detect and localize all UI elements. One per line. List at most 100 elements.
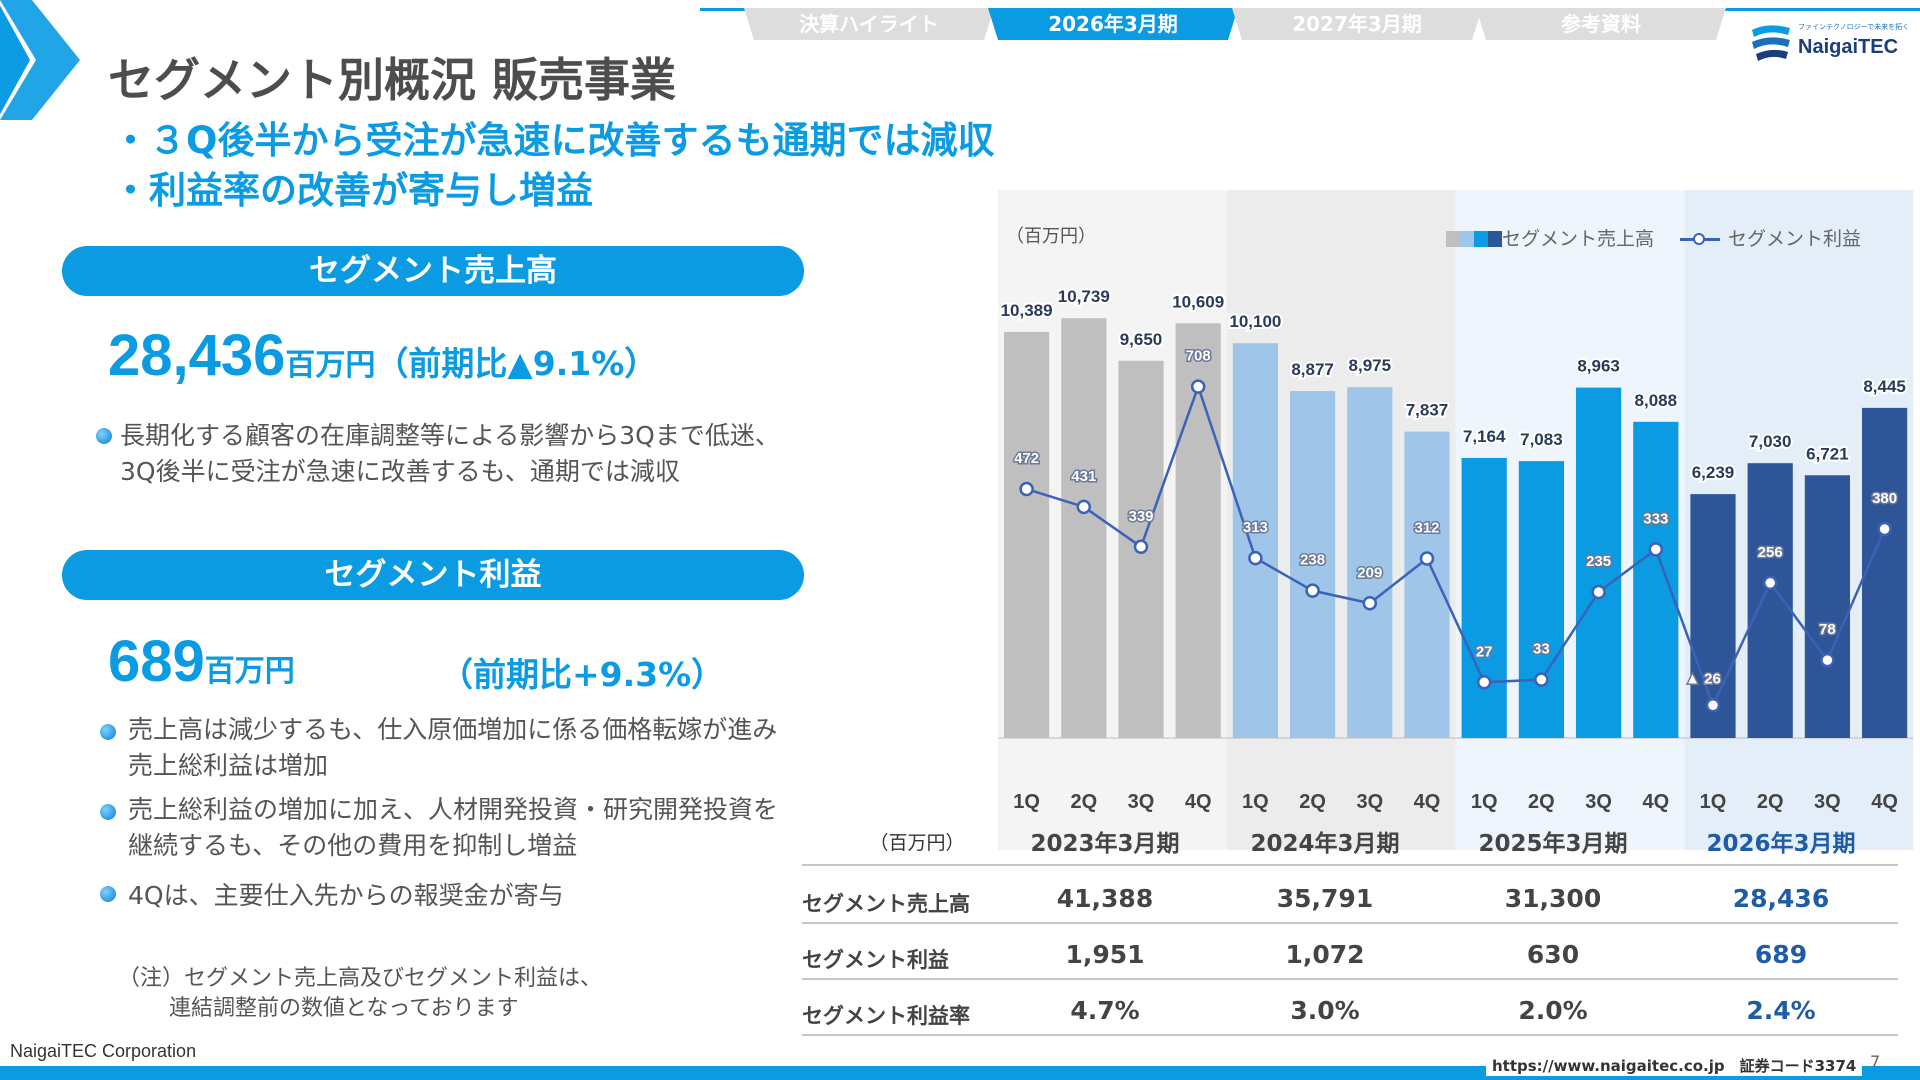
profit-point — [1877, 521, 1892, 537]
bullet-dot-icon — [96, 428, 112, 444]
sales-value: 28,436 — [108, 323, 286, 388]
sales-bar — [1576, 387, 1622, 738]
profit-data-label: 333 — [1643, 510, 1668, 527]
profit-point — [1248, 550, 1263, 566]
profit-point — [1133, 539, 1149, 555]
profit-data-label: 238 — [1300, 552, 1325, 569]
profit-point — [1591, 584, 1606, 600]
table-unit: （百万円） — [869, 832, 965, 854]
table-rule — [802, 1034, 1898, 1036]
footnote-line-1: （注）セグメント売上高及びセグメント利益は、 — [118, 966, 603, 991]
company-logo: ファインテクノロジーで未来を拓く NaigaiTEC — [1748, 18, 1909, 70]
table-cell: 1,072 — [1285, 940, 1365, 969]
table-row-label-sales: セグメント売上高 — [802, 892, 970, 916]
sales-data-label: 7,164 — [1463, 427, 1506, 446]
tab-reference[interactable]: 参考資料 — [1476, 8, 1726, 40]
quarter-tick-label: 1Q — [1471, 791, 1498, 813]
quarter-tick-label: 2Q — [1070, 791, 1097, 813]
sales-bar — [1347, 387, 1393, 738]
profit-line — [1026, 382, 1886, 709]
profit-data-label: 431 — [1071, 468, 1096, 485]
sales-bar — [1461, 457, 1507, 738]
table-cell: 2.0% — [1518, 996, 1588, 1025]
sales-data-label: 8,963 — [1577, 357, 1620, 376]
quarter-tick-label: 2Q — [1528, 791, 1555, 813]
profit-point — [1705, 698, 1721, 713]
profit-bullet-3-line-1: 4Qは、主要仕入先からの報奨金が寄与 — [128, 881, 564, 910]
sales-bullet-1-line-1: 長期化する顧客の在庫調整等による影響から3Qまで低迷、 — [120, 421, 780, 450]
profit-data-label: 380 — [1872, 490, 1897, 507]
table-cell: 31,300 — [1504, 884, 1602, 913]
profit-bullet-2: 売上総利益の増加に加え、人材開発投資・研究開発投資を 継続するも、その他の費用を… — [128, 792, 778, 864]
sales-data-label: 10,389 — [1001, 301, 1053, 320]
profit-value: 689 — [108, 629, 205, 694]
profit-data-label: 235 — [1586, 553, 1611, 570]
sales-bar — [1061, 318, 1107, 738]
quarter-tick-label: 2Q — [1299, 791, 1326, 813]
profit-figure: 689百万円 — [108, 628, 295, 695]
profit-bullet-1: 売上高は減少するも、仕入原価増加に係る価格転嫁が進み 売上総利益は増加 — [128, 712, 777, 784]
page-title: セグメント別概況 販売事業 — [108, 53, 677, 107]
sales-bar — [1004, 331, 1050, 738]
bullet-dot-icon — [100, 886, 116, 902]
quarter-tick-label: 3Q — [1128, 791, 1155, 813]
sales-profit-chart: 10,389 10,739 9,650 10,609 10,100 8,877 8,975 7… — [998, 190, 1914, 850]
table-row-label-margin: セグメント利益率 — [802, 1004, 970, 1028]
legend-swatch-fy2023 — [1446, 231, 1460, 247]
table-rule — [802, 922, 1898, 924]
profit-data-label: 33 — [1533, 641, 1550, 658]
profit-point — [1820, 652, 1835, 668]
sales-bar — [1633, 421, 1679, 738]
quarter-tick-label: 4Q — [1871, 791, 1898, 813]
sales-data-label: 7,837 — [1406, 401, 1449, 420]
chart-y-unit-label: （百万円） — [1006, 226, 1096, 247]
sales-yoy: （前期比▲9.1%） — [375, 344, 658, 383]
profit-data-label: 339 — [1128, 508, 1153, 525]
profit-data-label: 209 — [1357, 564, 1382, 581]
sales-bar — [1804, 475, 1850, 738]
profit-bullet-2-line-2: 継続するも、その他の費用を抑制し増益 — [128, 831, 578, 860]
profit-bullet-1-line-1: 売上高は減少するも、仕入原価増加に係る価格転嫁が進み — [128, 715, 778, 744]
legend-profit-label: セグメント利益 — [1728, 228, 1862, 250]
sales-unit: 百万円 — [285, 348, 376, 383]
wave-logo-icon — [1752, 25, 1790, 61]
sales-data-label: 8,877 — [1291, 360, 1334, 379]
section-nav: 決算ハイライト 2026年3月期 2027年3月期 参考資料 — [744, 8, 1774, 40]
table-period-2: 2024年3月期 — [1250, 831, 1400, 857]
profit-point — [1305, 583, 1320, 598]
quarter-tick-label: 4Q — [1414, 791, 1441, 813]
lead-bullet-2: ・利益率の改善が寄与し増益 — [112, 169, 593, 212]
quarter-tick-label: 4Q — [1185, 791, 1212, 813]
sales-data-label: 10,739 — [1058, 287, 1110, 306]
table-row-label-profit: セグメント利益 — [802, 948, 949, 972]
quarter-tick-label: 3Q — [1356, 791, 1383, 813]
profit-section-header: セグメント利益 — [62, 550, 804, 600]
footer-url-link[interactable]: https://www.naigaitec.co.jp 証券コード3374 — [1486, 1055, 1863, 1076]
sales-section-header: セグメント売上高 — [62, 246, 804, 296]
table-cell: 1,951 — [1065, 940, 1145, 969]
sales-data-label: 6,721 — [1806, 444, 1849, 463]
quarter-tick-label: 4Q — [1642, 791, 1669, 813]
profit-yoy: （前期比+9.3%） — [440, 655, 725, 694]
table-period-3: 2025年3月期 — [1478, 831, 1628, 857]
profit-data-label: 708 — [1186, 348, 1211, 365]
footer-bar — [0, 1066, 1920, 1080]
profit-data-label: 78 — [1819, 621, 1836, 638]
profit-point — [1362, 596, 1378, 611]
logo-name: NaigaiTEC — [1798, 36, 1899, 58]
sales-bar — [1747, 463, 1793, 738]
profit-data-label: 313 — [1243, 519, 1268, 536]
profit-bullet-3: 4Qは、主要仕入先からの報奨金が寄与 — [128, 878, 564, 914]
tab-highlights[interactable]: 決算ハイライト — [744, 8, 994, 40]
sales-figure: 28,436百万円（前期比▲9.1%） — [108, 322, 657, 389]
profit-point — [1534, 672, 1549, 687]
legend-swatch-fy2025 — [1474, 231, 1488, 247]
footnote: （注）セグメント売上高及びセグメント利益は、 連結調整前の数値となっております — [118, 964, 602, 1024]
tab-fy2026[interactable]: 2026年3月期 — [988, 8, 1238, 40]
footer-corporation: NaigaiTEC Corporation — [10, 1041, 197, 1061]
profit-point — [1762, 575, 1778, 591]
sales-bar — [1404, 431, 1450, 738]
quarter-tick-label: 1Q — [1242, 791, 1269, 813]
tab-fy2027[interactable]: 2027年3月期 — [1232, 8, 1482, 40]
profit-bullet-2-line-1: 売上総利益の増加に加え、人材開発投資・研究開発投資を — [128, 795, 779, 824]
